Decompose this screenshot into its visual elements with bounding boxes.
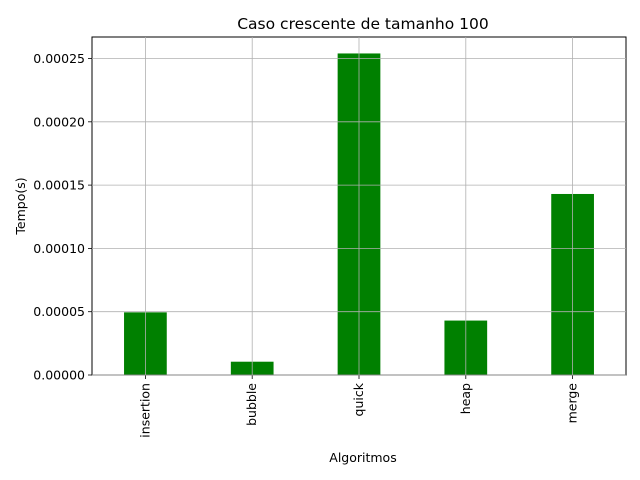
y-tick-label: 0.00000 <box>33 368 85 383</box>
x-axis-label: Algoritmos <box>329 450 396 465</box>
y-tick-label: 0.00010 <box>33 241 85 256</box>
y-tick-label: 0.00015 <box>33 178 85 193</box>
x-tick-label: bubble <box>244 383 259 426</box>
x-tick-label: merge <box>565 383 580 424</box>
x-tick-label: heap <box>458 383 473 414</box>
y-tick-label: 0.00020 <box>33 114 85 129</box>
y-axis-label: Tempo(s) <box>13 177 28 235</box>
x-tick-label: insertion <box>137 383 152 438</box>
x-tick-label: quick <box>351 382 366 416</box>
y-tick-label: 0.00005 <box>33 304 85 319</box>
y-tick-label: 0.00025 <box>33 51 85 66</box>
ticks: insertion bubble quick heap merge 0.00000 0.00… <box>33 37 626 438</box>
chart-title: Caso crescente de tamanho 100 <box>237 15 489 33</box>
